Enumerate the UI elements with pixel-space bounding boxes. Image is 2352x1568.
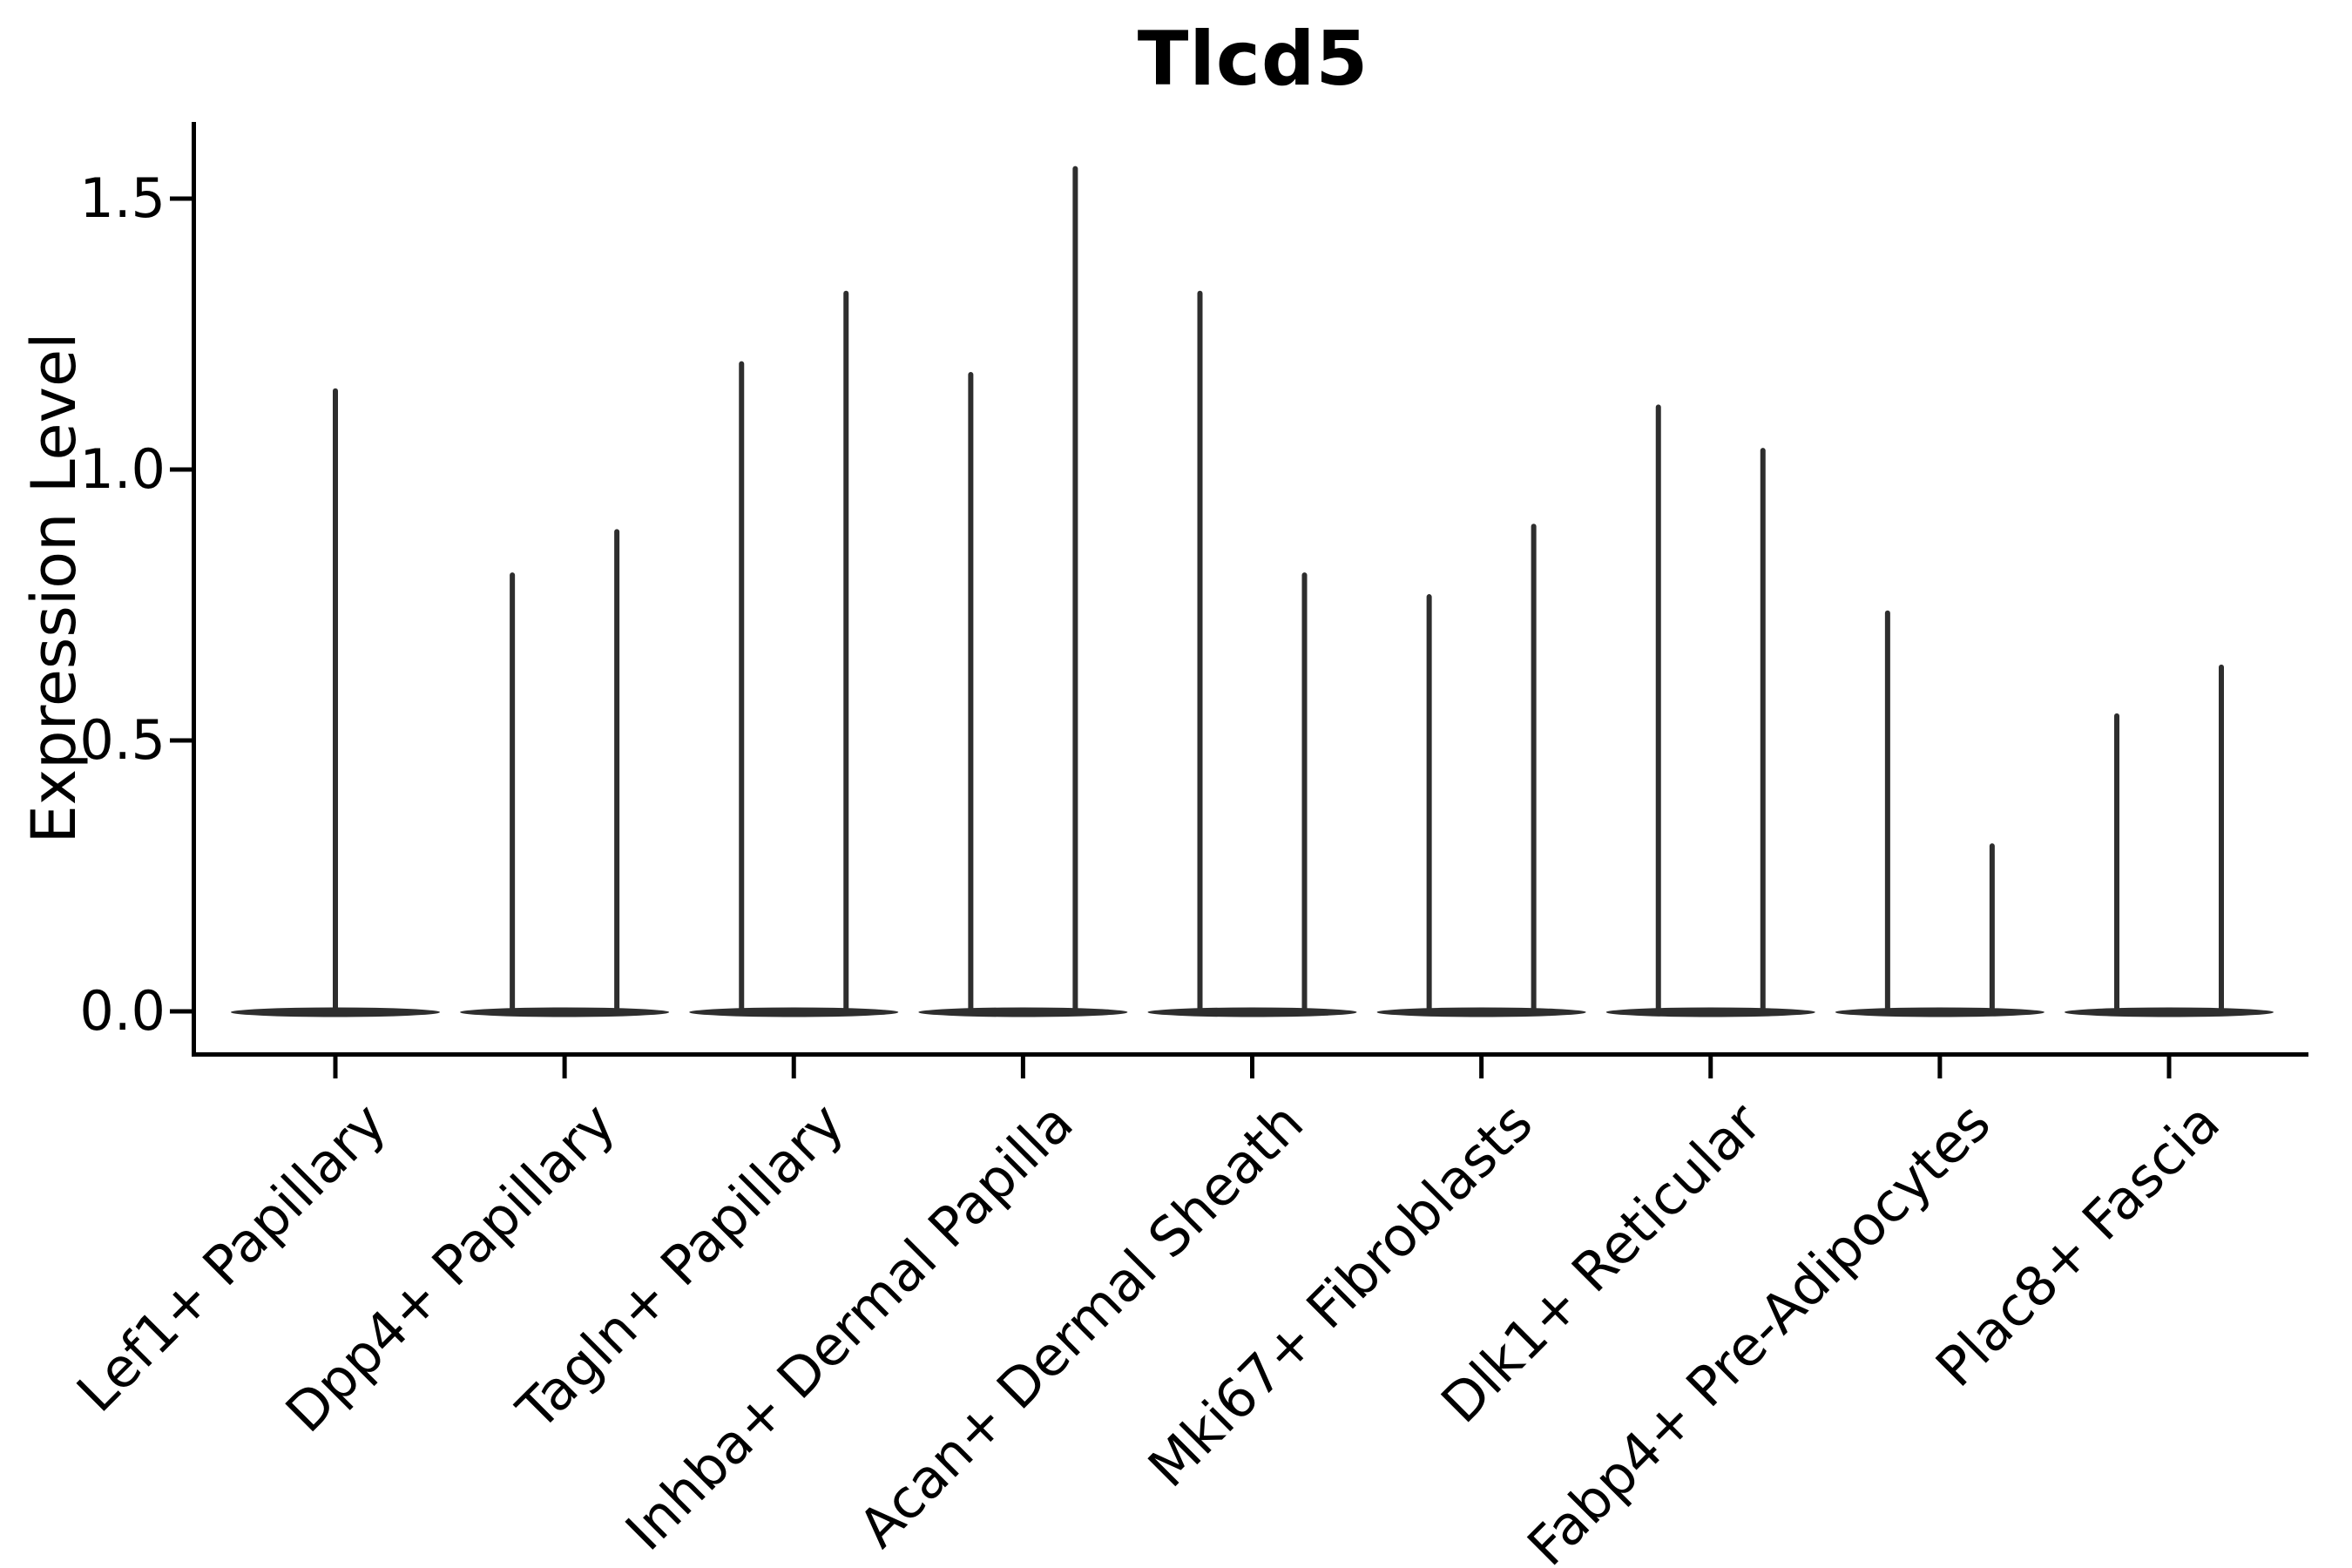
chart-title: Tlcd5	[1137, 16, 1369, 103]
violin-spike	[1989, 843, 1995, 1015]
violin-spike	[1301, 572, 1308, 1015]
x-tick-mark	[2166, 1057, 2172, 1078]
x-tick-mark	[1708, 1057, 1713, 1078]
violin-base	[1376, 1007, 1586, 1017]
violin-spike	[1531, 524, 1537, 1015]
violin-base	[460, 1007, 670, 1017]
x-tick-mark	[562, 1057, 567, 1078]
y-tick-label-1.5: 1.5	[79, 166, 166, 230]
x-tick-mark	[1479, 1057, 1484, 1078]
violin-spike	[1655, 404, 1661, 1015]
x-tick-mark	[1937, 1057, 1943, 1078]
violin-base	[1147, 1007, 1357, 1017]
y-axis-spine	[192, 122, 196, 1057]
violin-spike	[1197, 290, 1203, 1015]
violin-spike	[510, 572, 516, 1015]
violin-spike	[1426, 594, 1432, 1015]
violin-spike	[1072, 166, 1078, 1015]
x-tick-mark	[791, 1057, 796, 1078]
violin-spike	[1884, 610, 1890, 1015]
violin-spike	[2219, 664, 2224, 1015]
y-tick-mark	[170, 1009, 192, 1014]
violin-spike	[968, 372, 974, 1015]
x-tick-mark	[1020, 1057, 1025, 1078]
x-tick-mark	[1250, 1057, 1254, 1078]
y-tick-mark	[170, 738, 192, 743]
y-tick-mark	[170, 467, 192, 472]
violin-spike	[843, 290, 849, 1015]
violin-spike	[1760, 448, 1766, 1015]
y-tick-label-0.5: 0.5	[79, 708, 166, 772]
violin-base	[2065, 1007, 2274, 1017]
violin-spike	[739, 361, 745, 1016]
violin-base	[1605, 1007, 1815, 1017]
y-tick-label-0.0: 0.0	[79, 979, 166, 1043]
violin-spike	[333, 388, 338, 1015]
x-tick-mark	[333, 1057, 338, 1078]
violin-base	[918, 1007, 1128, 1017]
violin-spike	[614, 529, 620, 1015]
y-tick-label-1.0: 1.0	[79, 437, 166, 501]
violin-base	[1835, 1007, 2044, 1017]
y-tick-mark	[170, 196, 192, 201]
violin-spike	[2114, 713, 2119, 1015]
x-axis-spine	[192, 1052, 2308, 1057]
violin-base	[689, 1007, 899, 1017]
